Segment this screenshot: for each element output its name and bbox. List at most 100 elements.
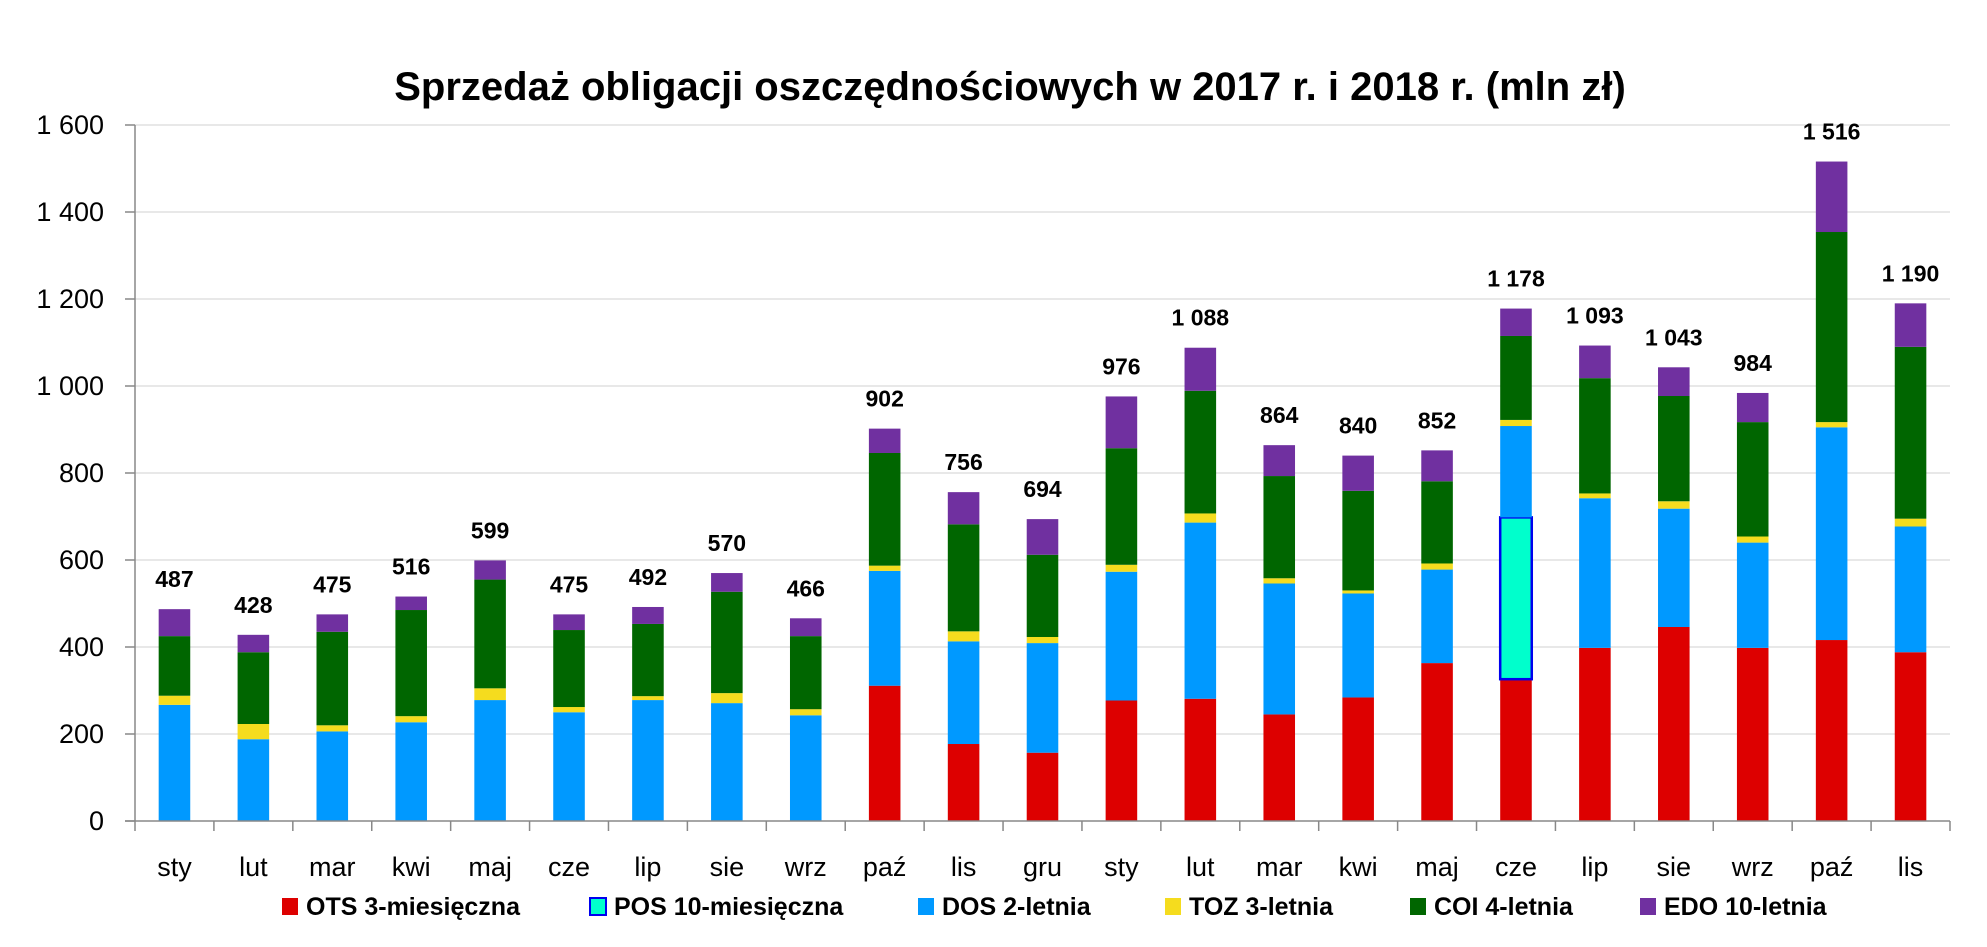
bar-segment-dos (868, 570, 901, 686)
legend-swatch (1640, 898, 1656, 915)
bar-segment-coi (789, 636, 822, 710)
data-label: 599 (471, 517, 509, 543)
x-axis-ticks: sty lut mar kwi maj cze lip sie wrz paź lis gru sty l… (134, 821, 1951, 882)
x-tick-label: sie (710, 852, 745, 882)
y-tick-label: 1 600 (36, 110, 104, 140)
y-tick-label: 200 (59, 719, 104, 749)
data-label: 864 (1260, 402, 1299, 428)
legend-label: OTS 3-miesięczna (306, 893, 521, 921)
bar-stack (1184, 347, 1217, 821)
bar-segment-ots (1579, 647, 1611, 821)
bar-segment-toz (1263, 578, 1296, 584)
bar-segment-coi (1500, 335, 1532, 420)
bar-segment-ots (1184, 698, 1217, 821)
bar-stack (237, 634, 270, 821)
x-tick-label: cze (1495, 852, 1537, 882)
bar-segment-coi (868, 452, 901, 566)
bar-stack (1342, 455, 1374, 821)
bar-segment-coi (1894, 346, 1927, 519)
bar-segment-edo (1105, 396, 1138, 449)
bar-stack (1894, 303, 1927, 821)
bar-stack (1815, 161, 1848, 821)
bar-segment-dos (1421, 569, 1453, 664)
data-label: 1 178 (1487, 266, 1545, 292)
chart-title: Sprzedaż obligacji oszczędnościowych w 2… (394, 65, 1626, 109)
bar-segment-edo (632, 606, 664, 624)
bar-segment-coi (1736, 422, 1769, 537)
data-label: 466 (787, 575, 825, 601)
y-tick-label: 800 (59, 458, 104, 488)
bar-segment-toz (1421, 563, 1453, 570)
x-tick-label: sty (1104, 852, 1139, 882)
bar-segment-toz (1736, 536, 1769, 543)
bar-stack (1421, 450, 1453, 821)
bar-segment-ots (1736, 647, 1769, 821)
x-tick-label: kwi (392, 852, 431, 882)
bar-segment-dos (1736, 542, 1769, 648)
bar-segment-dos (1894, 526, 1927, 653)
bar-segment-toz (1342, 590, 1374, 594)
x-tick-label: lis (1898, 852, 1924, 882)
bar-segment-edo (711, 573, 743, 592)
bar-segment-edo (789, 618, 822, 637)
y-tick-label: 0 (89, 806, 104, 836)
bar-stack (1026, 519, 1059, 821)
x-tick-label: maj (468, 852, 512, 882)
legend-item: EDO 10-letnia (1640, 893, 1828, 921)
bar-stack (632, 606, 664, 821)
bar-segment-coi (1026, 554, 1059, 637)
bar-segment-toz (553, 707, 585, 713)
bar-segment-dos (1263, 583, 1296, 715)
bar-stack (1658, 367, 1690, 821)
data-label: 976 (1102, 353, 1140, 379)
bar-segment-edo (1263, 445, 1296, 477)
bar-segment-toz (1658, 501, 1690, 509)
data-label: 840 (1339, 413, 1377, 439)
bar-segment-dos (1342, 593, 1374, 698)
legend-swatch (589, 897, 607, 916)
data-label: 1 043 (1645, 324, 1703, 350)
bar-segment-edo (316, 614, 349, 632)
bar-segment-toz (868, 565, 901, 571)
x-tick-label: lut (1186, 852, 1215, 882)
x-tick-label: gru (1023, 852, 1062, 882)
bar-segment-dos (1815, 427, 1848, 641)
bar-segment-ots (1894, 652, 1927, 821)
legend-item: COI 4-letnia (1410, 893, 1574, 921)
bar-segment-coi (1184, 390, 1217, 514)
bar-segment-edo (1421, 450, 1453, 482)
x-tick-label: sty (157, 852, 192, 882)
bar-segment-pos (1498, 516, 1534, 681)
bar-segment-dos (158, 704, 191, 821)
bar-segment-dos (553, 712, 585, 821)
axes (125, 125, 1950, 822)
bar-segment-coi (1342, 490, 1374, 591)
legend: OTS 3-miesięczna POS 10-miesięczna DOS 2-l… (282, 893, 1828, 921)
y-tick-label: 1 400 (36, 197, 104, 227)
legend-swatch (282, 898, 298, 915)
y-tick-label: 600 (59, 545, 104, 575)
bar-stack (789, 618, 822, 821)
x-tick-label: lut (239, 852, 268, 882)
legend-swatch (1410, 898, 1426, 915)
bar-segment-coi (316, 631, 349, 726)
bar-segment-dos (237, 739, 270, 821)
y-tick-label: 400 (59, 632, 104, 662)
bar-segment-dos (711, 703, 743, 821)
x-tick-label: mar (309, 852, 356, 882)
bar-segment-toz (947, 631, 980, 642)
legend-label: DOS 2-letnia (942, 893, 1092, 921)
bars (158, 161, 1927, 821)
bar-segment-coi (1263, 476, 1296, 579)
bar-segment-ots (1658, 626, 1690, 821)
bar-segment-toz (1500, 419, 1532, 427)
bar-segment-dos (1026, 643, 1059, 753)
data-label: 1 088 (1172, 305, 1230, 331)
data-label: 1 516 (1803, 119, 1861, 145)
bar-segment-edo (868, 428, 901, 453)
bar-stack (553, 614, 585, 821)
legend-label: TOZ 3-letnia (1189, 893, 1334, 921)
bar-segment-coi (474, 579, 506, 689)
bar-segment-toz (316, 725, 349, 732)
bar-segment-dos (1658, 508, 1690, 627)
